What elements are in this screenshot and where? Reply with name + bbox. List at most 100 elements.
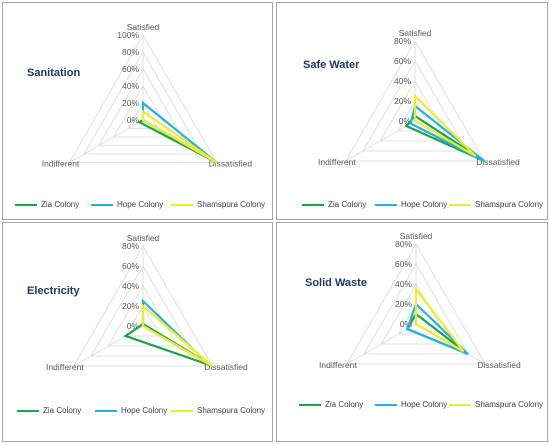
grid-ring	[124, 305, 162, 337]
legend-label: Shamspura Colony	[197, 406, 266, 415]
axis-label: Indifferent	[42, 159, 80, 169]
legend-swatch	[375, 403, 397, 406]
tick-label: 20%	[122, 98, 139, 108]
legend-item: Zia Colony	[17, 405, 81, 417]
tick-label: 80%	[394, 36, 411, 46]
chart-panel-sanitation: 0% 20% 40% 60% 80% 100% Satisfied Dissatisfied I…	[2, 2, 273, 220]
axis-label: Dissatisfied	[209, 159, 253, 169]
grid-ring	[346, 243, 486, 365]
grid-spoke	[346, 323, 417, 365]
radar-chart-safe-water: 0% 20% 40% 60% 80%Satisfied Dissatisfied Indif…	[318, 28, 520, 167]
tick-label: 60%	[122, 64, 139, 74]
legend-item: Zia Colony	[299, 399, 363, 411]
legend-swatch	[95, 409, 117, 412]
legend-label: Hope Colony	[401, 400, 448, 409]
tick-label: 100%	[117, 30, 139, 40]
grid-ring	[380, 283, 452, 345]
tick-label: 60%	[122, 261, 139, 271]
grid-ring	[379, 80, 451, 142]
chart-title: Safe Water	[303, 59, 360, 71]
legend-item: Shamspura Colony	[449, 199, 543, 211]
tick-label: 20%	[395, 299, 412, 309]
tick-label: 80%	[122, 47, 139, 57]
legend-label: Shamspura Colony	[475, 200, 544, 209]
legend-label: Hope Colony	[117, 200, 164, 209]
grid-ring	[112, 85, 174, 138]
legend-label: Zia Colony	[328, 200, 367, 209]
legend-swatch	[17, 409, 39, 412]
tick-label: 0%	[127, 115, 140, 125]
chart-title: Sanitation	[27, 67, 81, 79]
tick-label: 40%	[395, 279, 412, 289]
grid-ring	[98, 68, 188, 146]
tick-label: 60%	[395, 259, 412, 269]
tick-label: 0%	[127, 321, 140, 331]
radar-chart-sanitation: 0% 20% 40% 60% 80% 100%Satisfied Dissatisfied I…	[42, 22, 253, 169]
grid-ring	[362, 60, 468, 152]
axis-label: Indifferent	[319, 360, 357, 370]
grid-ring	[363, 263, 469, 355]
grid-spoke	[345, 120, 416, 162]
chart-panel-electricity: 0% 20% 40% 60% 80% Satisfied Dissatisfied Indif…	[2, 222, 273, 442]
axis-label: Indifferent	[46, 362, 84, 372]
legend-item: Hope Colony	[91, 199, 163, 211]
legend-item: Hope Colony	[375, 399, 447, 411]
chart-legend: Zia Colony Hope Colony Shamspura Colony	[3, 405, 272, 419]
tick-label: 20%	[394, 96, 411, 106]
legend-label: Shamspura Colony	[197, 200, 266, 209]
axis-label: Satisfied	[127, 233, 160, 243]
chart-title: Electricity	[27, 285, 80, 297]
series-line	[414, 285, 465, 353]
series-line	[409, 104, 485, 162]
series-line	[413, 93, 477, 157]
grid-ring	[73, 245, 213, 367]
grid-ring	[83, 51, 203, 155]
grid-ring	[68, 34, 218, 163]
axis-label: Satisfied	[127, 22, 160, 32]
chart-legend: Zia Colony Hope Colony Shamspura Colony	[3, 199, 272, 213]
axis-label: Dissatisfied	[477, 360, 521, 370]
legend-label: Zia Colony	[41, 200, 80, 209]
legend-swatch	[302, 203, 324, 206]
axis-label: Satisfied	[400, 231, 433, 241]
legend-swatch	[449, 203, 471, 206]
legend-item: Hope Colony	[375, 199, 447, 211]
chart-title: Solid Waste	[305, 277, 367, 289]
tick-label: 40%	[394, 76, 411, 86]
radar-chart-solid-waste: 0% 20% 40% 60% 80%Satisfied Dissatisfied Indif…	[319, 231, 521, 370]
tick-label: 80%	[122, 241, 139, 251]
chart-legend: Zia Colony Hope Colony Shamspura Colony	[277, 399, 547, 413]
tick-label: 60%	[394, 56, 411, 66]
axis-label: Dissatisfied	[204, 362, 248, 372]
tick-label: 40%	[122, 281, 139, 291]
tick-label: 40%	[122, 81, 139, 91]
tick-label: 20%	[122, 301, 139, 311]
legend-item: Zia Colony	[302, 199, 366, 211]
grid-ring	[107, 285, 179, 347]
legend-item: Zia Colony	[15, 199, 79, 211]
tick-label: 80%	[395, 239, 412, 249]
grid-spoke	[69, 119, 144, 163]
radar-chart-electricity: 0% 20% 40% 60% 80%Satisfied Dissatisfied Indif…	[46, 233, 248, 372]
legend-label: Zia Colony	[43, 406, 82, 415]
legend-swatch	[299, 403, 321, 406]
legend-item: Shamspura Colony	[449, 399, 543, 411]
grid-ring	[345, 40, 485, 162]
series-line	[141, 109, 218, 164]
tick-label: 0%	[400, 319, 413, 329]
legend-item: Hope Colony	[95, 405, 167, 417]
legend-swatch	[375, 203, 397, 206]
legend-swatch	[171, 203, 193, 206]
legend-swatch	[91, 203, 113, 206]
legend-item: Shamspura Colony	[171, 405, 265, 417]
legend-item: Shamspura Colony	[171, 199, 265, 211]
axis-label: Satisfied	[399, 28, 432, 38]
legend-swatch	[15, 203, 37, 206]
axis-label: Indifferent	[318, 157, 356, 167]
legend-swatch	[171, 409, 193, 412]
series-line	[405, 302, 469, 356]
legend-label: Hope Colony	[121, 406, 168, 415]
chart-panel-solid-waste: 0% 20% 40% 60% 80% Satisfied Dissatisfied Indif…	[276, 222, 548, 442]
series-line	[141, 303, 214, 367]
